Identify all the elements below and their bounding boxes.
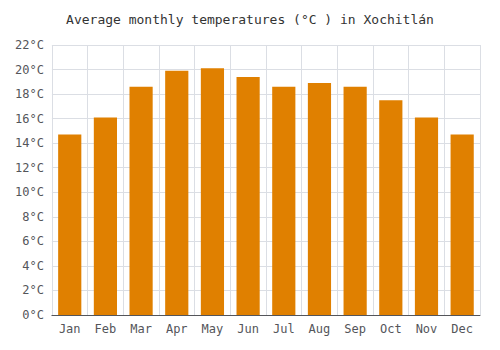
svg-text:Nov: Nov bbox=[416, 322, 438, 336]
svg-text:Jan: Jan bbox=[59, 322, 81, 336]
svg-text:Jun: Jun bbox=[237, 322, 259, 336]
svg-text:2°C: 2°C bbox=[22, 283, 44, 297]
svg-text:10°C: 10°C bbox=[15, 185, 44, 199]
svg-text:Oct: Oct bbox=[380, 322, 402, 336]
svg-text:8°C: 8°C bbox=[22, 210, 44, 224]
svg-text:Aug: Aug bbox=[309, 322, 331, 336]
svg-text:20°C: 20°C bbox=[15, 63, 44, 77]
svg-text:Average monthly temperatures (: Average monthly temperatures (°C ) in Xo… bbox=[66, 12, 434, 27]
svg-text:18°C: 18°C bbox=[15, 87, 44, 101]
svg-text:Apr: Apr bbox=[166, 322, 188, 336]
svg-text:Jul: Jul bbox=[273, 322, 295, 336]
svg-text:May: May bbox=[202, 322, 224, 336]
svg-text:12°C: 12°C bbox=[15, 161, 44, 175]
svg-text:6°C: 6°C bbox=[22, 234, 44, 248]
svg-text:14°C: 14°C bbox=[15, 136, 44, 150]
svg-text:4°C: 4°C bbox=[22, 259, 44, 273]
svg-text:16°C: 16°C bbox=[15, 112, 44, 126]
svg-text:0°C: 0°C bbox=[22, 308, 44, 322]
svg-text:Sep: Sep bbox=[344, 322, 366, 336]
svg-text:Dec: Dec bbox=[451, 322, 473, 336]
svg-text:Mar: Mar bbox=[130, 322, 152, 336]
svg-text:22°C: 22°C bbox=[15, 38, 44, 52]
svg-text:Feb: Feb bbox=[95, 322, 117, 336]
